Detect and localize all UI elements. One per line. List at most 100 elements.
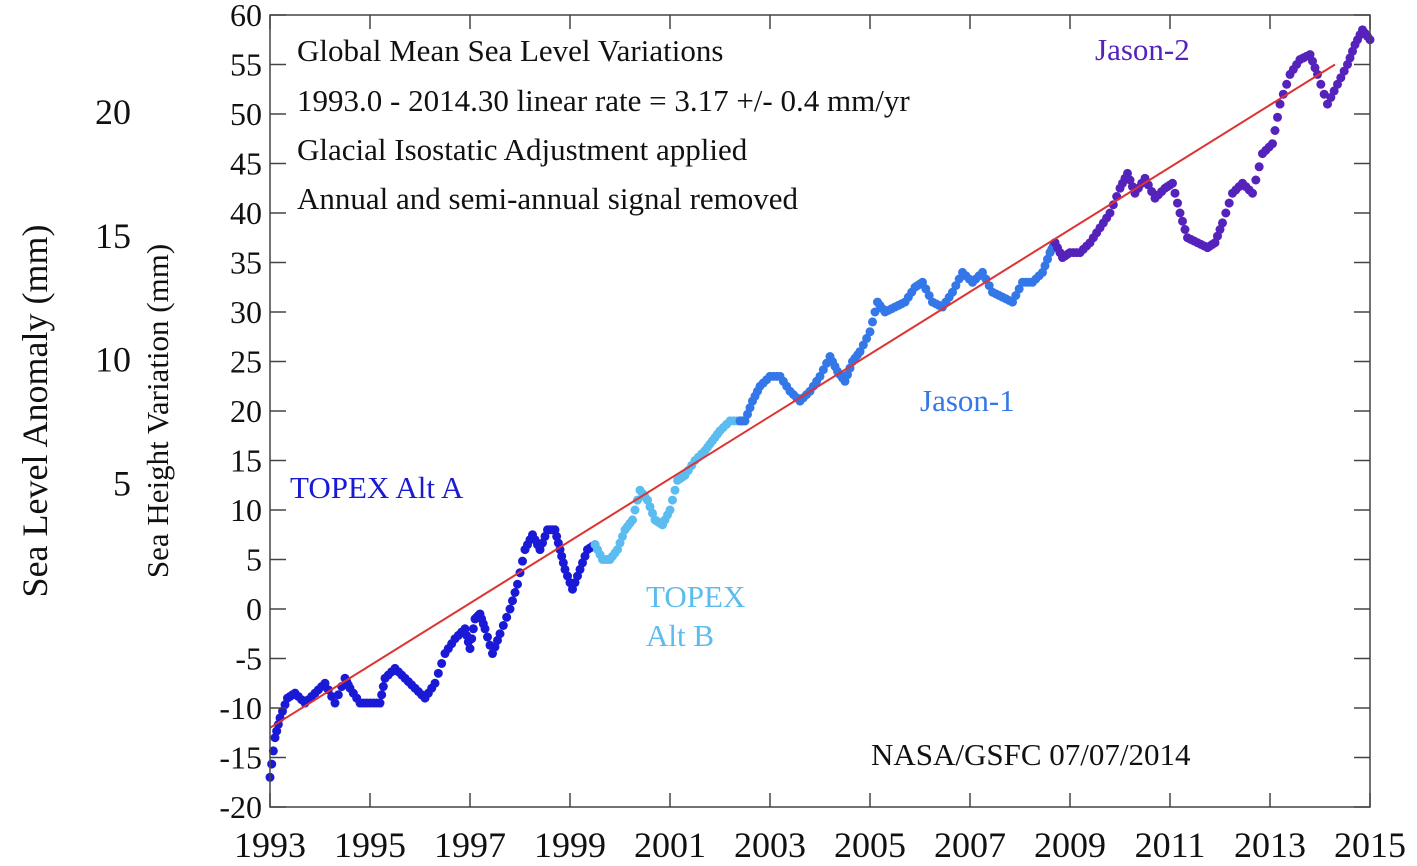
y-axis-label: Sea Height Variation (mm) [140, 244, 175, 578]
data-point [510, 588, 520, 597]
y-tick-label: -10 [219, 690, 262, 726]
y-tick-label: 45 [230, 146, 262, 182]
y-axis-outer-label: Sea Level Anomaly (mm) [15, 225, 55, 598]
data-point [1180, 225, 1190, 234]
title-line-3: Glacial Isostatic Adjustment applied [297, 132, 748, 167]
data-point [513, 579, 522, 589]
series-layer [265, 25, 1375, 782]
data-point [502, 612, 512, 622]
data-point [377, 690, 387, 700]
y-tick-label: -15 [219, 740, 262, 776]
y-tick-label: 35 [230, 245, 262, 281]
y-tick-label: -20 [219, 789, 262, 825]
y-tick-label: 60 [230, 0, 262, 33]
x-tick-label: 2001 [634, 825, 706, 865]
data-point [868, 317, 877, 327]
data-point [670, 485, 680, 495]
data-point [483, 632, 492, 642]
y-tick-label: 10 [230, 492, 262, 528]
credit-label: NASA/GSFC 07/07/2014 [871, 737, 1191, 772]
trend-line [269, 63, 1336, 729]
data-point [1108, 200, 1118, 210]
y-tick-label: 50 [230, 96, 262, 132]
y-outer-tick-label: 20 [95, 92, 131, 132]
data-point [1319, 89, 1329, 99]
data-point [437, 658, 447, 668]
y-tick-label: 5 [246, 542, 262, 578]
x-tick-label: 2015 [1334, 825, 1406, 865]
data-point [630, 505, 640, 515]
x-tick-label: 2003 [734, 825, 806, 865]
y-outer-tick-label: 5 [113, 463, 131, 503]
data-point [1178, 216, 1187, 226]
data-point [480, 624, 490, 634]
title-line-1: Global Mean Sea Level Variations [297, 33, 723, 68]
data-point [465, 644, 475, 654]
x-tick-label: 2005 [834, 825, 906, 865]
data-point [1275, 99, 1285, 109]
data-point [433, 668, 443, 678]
y-tick-label: 30 [230, 294, 262, 330]
data-point [1168, 178, 1177, 188]
title-line-4: Annual and semi-annual signal removed [297, 181, 799, 216]
data-point [1170, 188, 1180, 198]
data-point [430, 678, 440, 688]
series-topex-alt-b [590, 416, 745, 564]
x-tick-label: 1993 [234, 825, 306, 865]
y-tick-label: -5 [235, 641, 262, 677]
data-point [628, 515, 637, 525]
data-point [1282, 79, 1292, 89]
label-jason-1: Jason-1 [920, 383, 1015, 418]
data-point [1173, 198, 1182, 208]
data-point [1270, 126, 1280, 135]
x-tick-label: 2007 [934, 825, 1006, 865]
data-point [495, 629, 505, 639]
x-tick-label: 1995 [334, 825, 406, 865]
y-tick-label: 0 [246, 591, 262, 627]
data-point [467, 634, 477, 644]
x-tick-label: 2009 [1034, 825, 1106, 865]
y-tick-label: 15 [230, 443, 262, 479]
data-point [870, 307, 880, 317]
data-point [668, 495, 677, 505]
data-point [1224, 198, 1234, 208]
label-topex-alt-b-line-2: Alt B [646, 618, 714, 653]
data-point [1248, 188, 1257, 198]
title-line-2: 1993.0 - 2014.30 linear rate = 3.17 +/- … [297, 83, 910, 118]
x-tick-label: 2013 [1234, 825, 1306, 865]
data-point [498, 621, 508, 630]
series-jason-2 [1050, 25, 1375, 263]
data-point [468, 624, 478, 634]
outer-axis-mask [133, 0, 193, 866]
y-tick-label: 40 [230, 195, 262, 231]
data-point [665, 505, 675, 515]
y-tick-label: 25 [230, 344, 262, 380]
y-outer-tick-label: 10 [95, 340, 131, 380]
data-point [1273, 112, 1282, 122]
data-point [1251, 175, 1261, 185]
data-point [267, 759, 277, 769]
y-tick-label: 20 [230, 393, 262, 429]
data-point [1105, 208, 1115, 218]
x-tick-label: 1999 [534, 825, 606, 865]
data-point [1221, 208, 1231, 218]
data-point [1254, 162, 1264, 172]
x-tick-label: 1997 [434, 825, 506, 865]
data-point [505, 604, 515, 614]
data-point [1175, 208, 1185, 218]
data-point [378, 682, 388, 692]
data-point [1316, 79, 1326, 89]
data-point [508, 596, 517, 606]
data-point [375, 698, 385, 708]
label-jason-2: Jason-2 [1095, 32, 1190, 67]
data-point [333, 690, 343, 700]
data-point [1218, 218, 1227, 228]
data-point [518, 556, 527, 566]
data-point [1268, 139, 1277, 149]
label-topex-alt-a: TOPEX Alt A [290, 470, 464, 505]
data-point [865, 327, 875, 337]
series-topex-alt-a [265, 525, 600, 782]
y-outer-tick-label: 15 [95, 216, 131, 256]
label-topex-alt-b-line-1: TOPEX [646, 579, 745, 614]
